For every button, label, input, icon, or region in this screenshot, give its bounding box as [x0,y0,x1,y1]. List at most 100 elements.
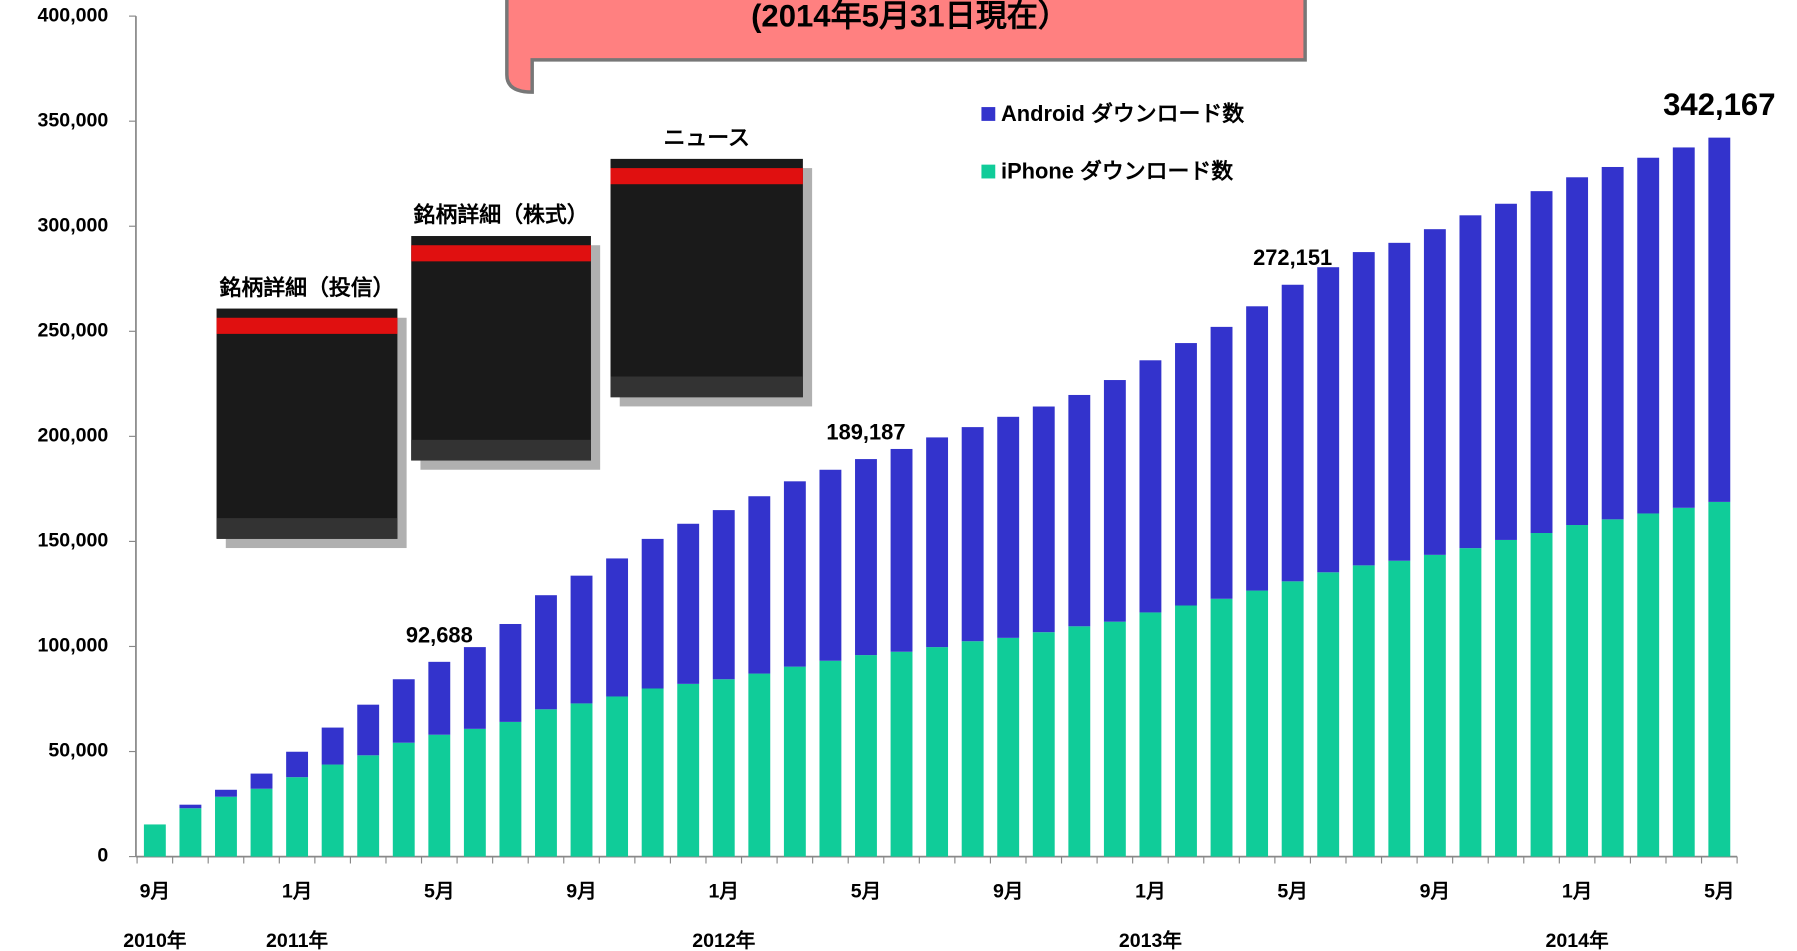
bar-segment [1175,343,1197,605]
page: (2014年5月31日現在） Android ダウンロード数 iPhone ダウ… [0,0,1797,951]
y-tick-label: 100,000 [38,635,109,657]
bar-segment [1104,622,1126,857]
bar-segment [393,743,415,857]
bar-segment [642,688,664,856]
bar-segment [819,470,841,661]
bar-segment [428,662,450,735]
inset-header [411,245,591,261]
x-tick-label: 5月 [1277,880,1307,902]
y-tick-label: 50,000 [48,740,108,762]
bar-segment [891,652,913,857]
bar-segment [535,709,557,856]
bar-segment [713,510,735,679]
bar-segment [215,790,237,797]
y-tick-label: 300,000 [38,214,109,236]
bar-segment [1388,243,1410,561]
bar-segment [748,496,770,673]
inset-caption: 銘柄詳細（投信） [219,275,394,300]
banner-text: (2014年5月31日現在） [751,0,1069,34]
bar-segment [179,805,201,809]
bar-segment [1139,360,1161,612]
bar-segment [1211,327,1233,599]
bar-segment [819,661,841,857]
bar-segment [677,684,699,857]
bar-segment [464,729,486,857]
bar-segment [1424,229,1446,555]
bar-segment [535,595,557,709]
bar-segment [1068,395,1090,626]
inset-header [217,318,398,334]
bar-segment [1033,407,1055,633]
bar-segment [1139,612,1161,856]
y-tick-label: 150,000 [38,530,109,552]
bar-segment [1531,533,1553,857]
y-tick-label: 400,000 [38,4,109,26]
y-tick-label: 200,000 [38,425,109,447]
bar-segment [784,481,806,666]
bar-segment [1531,191,1553,533]
total-label: 272,151 [1253,245,1332,270]
bar-segment [322,765,344,857]
inset-caption: ニュース [663,125,749,150]
bar-segment [1673,147,1695,507]
bar-segment [1388,561,1410,857]
bar-segment [1211,599,1233,857]
bar-segment [962,641,984,856]
x-tick-label: 9月 [140,880,170,902]
bar-segment [784,667,806,857]
y-tick-label: 350,000 [38,109,109,131]
bar-segment [1673,508,1695,857]
bar-segment [997,638,1019,857]
bar-segment [1175,605,1197,856]
year-label: 2012年 [692,929,756,951]
bar-segment [1637,158,1659,514]
bar-segment [1602,519,1624,856]
bar-segment [251,789,273,857]
y-tick-label: 250,000 [38,319,109,341]
x-tick-label: 5月 [851,880,881,902]
bar-segment [428,735,450,857]
bar-segment [571,576,593,704]
inset-screen [411,236,591,461]
bar-segment [322,728,344,765]
bar-segment [1104,380,1126,622]
legend-label: iPhone ダウンロード数 [1001,158,1233,183]
bar-segment [926,647,948,856]
year-label: 2011年 [266,929,328,951]
bar-segment [1637,513,1659,856]
bar-segment [1282,581,1304,856]
year-label: 2014年 [1546,929,1610,951]
inset-header [611,168,803,184]
bar-segment [1566,177,1588,525]
bar-segment [748,674,770,857]
x-tick-label: 1月 [1562,880,1592,902]
x-tick-label: 9月 [993,880,1023,902]
bar-segment [1459,548,1481,856]
chart: (2014年5月31日現在） Android ダウンロード数 iPhone ダウ… [0,0,1797,951]
bar-segment [642,539,664,689]
inset-tabbar [611,376,803,397]
bar-segment [1495,540,1517,857]
inset-screen [611,159,803,397]
bar-segment [855,459,877,655]
bar-segment [1353,252,1375,565]
legend-swatch [981,165,995,179]
bar-segment [251,774,273,789]
bar-segment [1353,565,1375,856]
year-label: 2010年 [123,929,187,951]
bar-segment [1459,215,1481,548]
y-tick-label: 0 [97,845,108,867]
inset-screen [217,309,398,539]
bar-segment [464,647,486,729]
bar-segment [1068,626,1090,856]
x-tick-label: 1月 [709,880,739,902]
x-tick-label: 9月 [1420,880,1450,902]
x-tick-label: 9月 [566,880,596,902]
bar-segment [1246,306,1268,590]
year-label: 2013年 [1119,929,1183,951]
bar-segment [891,449,913,652]
bar-segment [1282,285,1304,582]
bar-segment [571,703,593,856]
inset-caption: 銘柄詳細（株式） [414,202,589,227]
bar-segment [357,705,379,756]
